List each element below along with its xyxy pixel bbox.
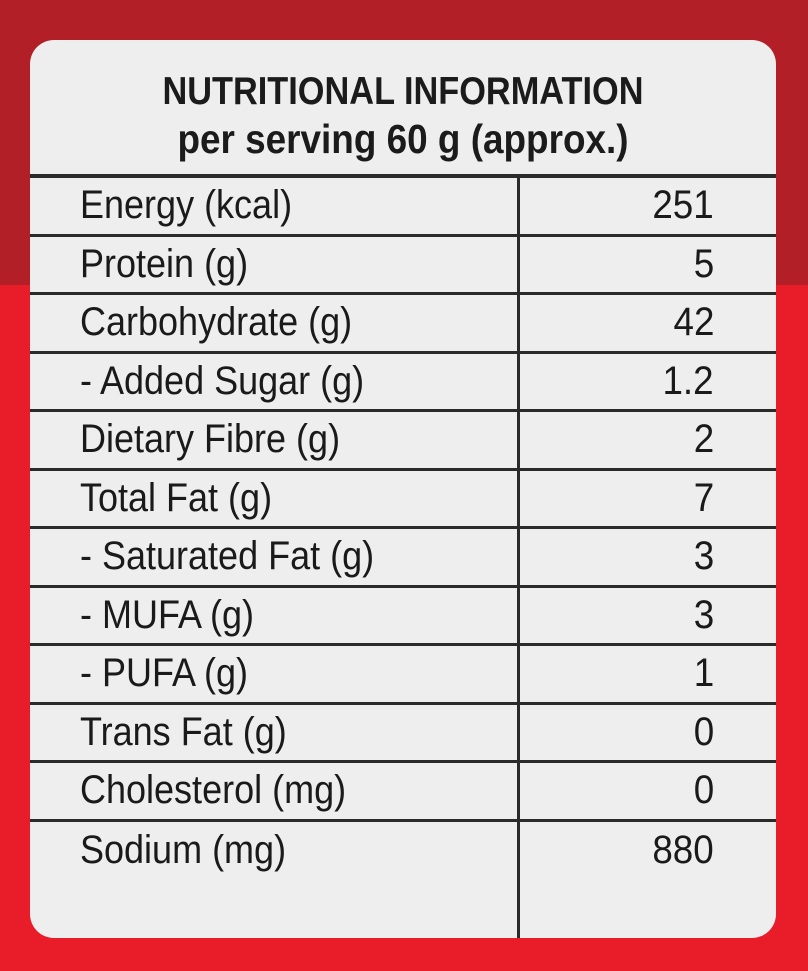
- nutrient-amount: 5: [693, 241, 714, 286]
- nutrient-name: Total Fat (g): [80, 475, 273, 520]
- table-row: - Added Sugar (g) 1.2: [30, 354, 776, 412]
- nutrient-amount: 0: [693, 768, 714, 813]
- nutrient-name: - Added Sugar (g): [80, 358, 365, 403]
- column-divider: [517, 174, 520, 938]
- table-row: - MUFA (g) 3: [30, 588, 776, 646]
- nutrient-name: - PUFA (g): [80, 651, 249, 696]
- nutrient-amount: 3: [693, 534, 714, 579]
- table-row: Total Fat (g) 7: [30, 471, 776, 529]
- nutrient-name: Protein (g): [80, 241, 249, 286]
- label-subtitle: per serving 60 g (approx.): [177, 116, 629, 162]
- table-row: Sodium (mg) 880: [30, 822, 776, 881]
- nutrient-name: Sodium (mg): [80, 828, 287, 873]
- table-row: - Saturated Fat (g) 3: [30, 529, 776, 588]
- table-row: Protein (g) 5: [30, 237, 776, 295]
- nutrient-name: - MUFA (g): [80, 592, 255, 637]
- nutrient-name: Energy (kcal): [80, 183, 293, 228]
- nutrient-name: Dietary Fibre (g): [80, 417, 341, 462]
- table-row: Energy (kcal) 251: [30, 178, 776, 237]
- nutrient-amount: 7: [693, 475, 714, 520]
- table-row: Carbohydrate (g) 42: [30, 295, 776, 354]
- nutrient-amount: 1: [693, 651, 714, 696]
- table-row: Cholesterol (mg) 0: [30, 763, 776, 822]
- nutrient-amount: 2: [693, 417, 714, 462]
- nutrition-label: NUTRITIONAL INFORMATION per serving 60 g…: [30, 40, 776, 938]
- nutrition-table: Energy (kcal) 251 Protein (g) 5 Carbohyd…: [30, 174, 776, 880]
- label-header: NUTRITIONAL INFORMATION per serving 60 g…: [30, 40, 776, 176]
- table-row: Trans Fat (g) 0: [30, 705, 776, 763]
- nutrient-amount: 0: [693, 709, 714, 754]
- table-row: - PUFA (g) 1: [30, 646, 776, 705]
- nutrient-amount: 42: [673, 300, 714, 345]
- nutrient-name: Carbohydrate (g): [80, 300, 353, 345]
- nutrient-name: - Saturated Fat (g): [80, 534, 375, 579]
- nutrient-amount: 880: [652, 828, 714, 873]
- label-title: NUTRITIONAL INFORMATION: [162, 70, 644, 113]
- nutrient-amount: 3: [693, 592, 714, 637]
- nutrient-amount: 251: [652, 183, 714, 228]
- table-row: Dietary Fibre (g) 2: [30, 412, 776, 471]
- nutrient-name: Cholesterol (mg): [80, 768, 347, 813]
- nutrient-name: Trans Fat (g): [80, 709, 287, 754]
- nutrient-amount: 1.2: [662, 358, 714, 403]
